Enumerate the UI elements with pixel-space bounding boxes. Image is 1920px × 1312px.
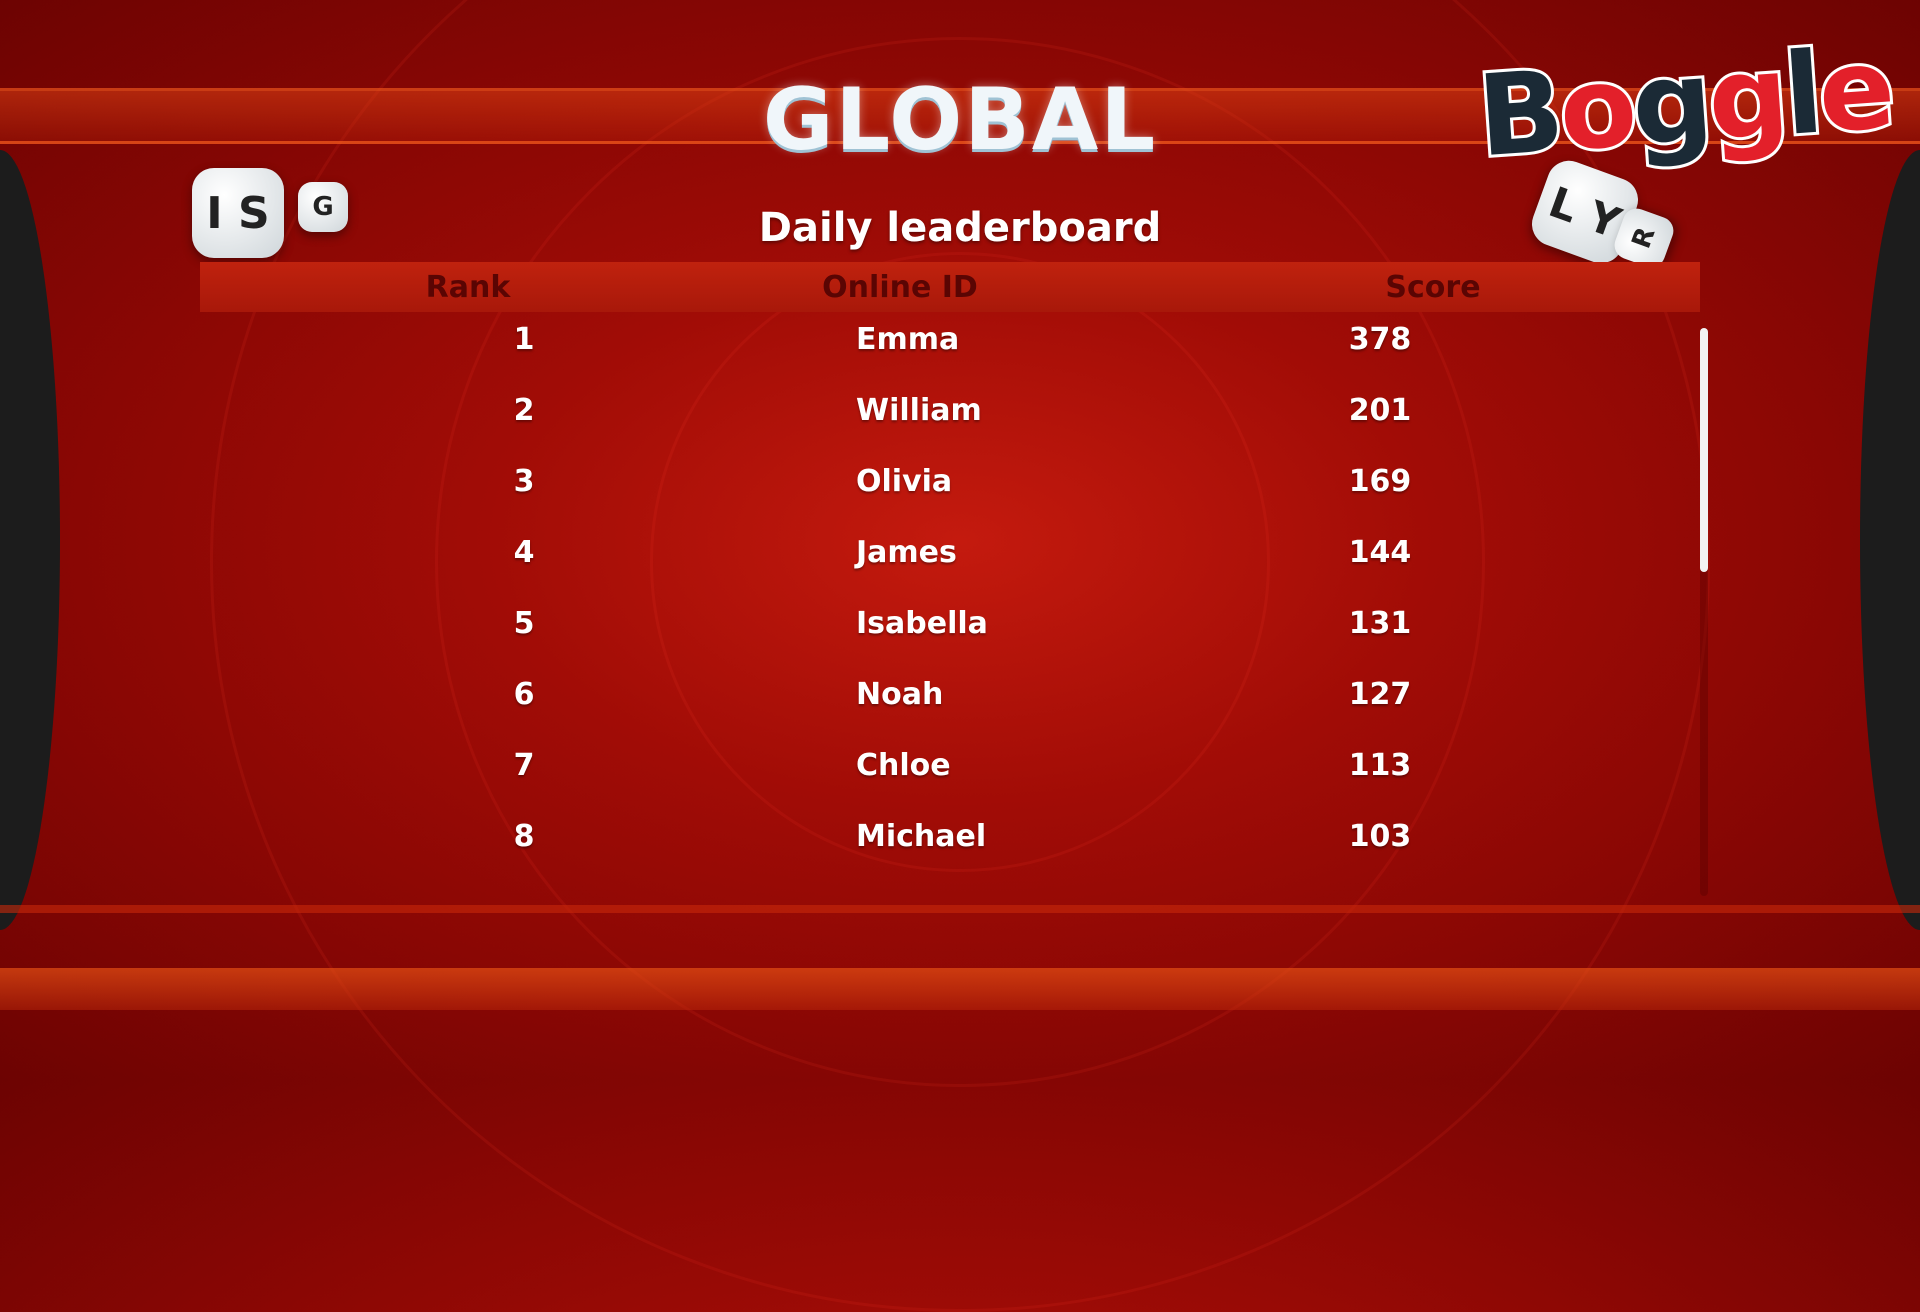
online-id-cell: Isabella	[856, 606, 988, 641]
score-cell: 127	[1348, 677, 1412, 712]
score-cell: 169	[1348, 464, 1412, 499]
table-header: Rank Online ID Score	[200, 262, 1700, 312]
rank-cell: 4	[513, 535, 535, 570]
table-row[interactable]: 6 Noah 127	[0, 677, 1920, 737]
column-header-score: Score	[1385, 270, 1481, 305]
rank-cell: 7	[513, 748, 535, 783]
score-cell: 144	[1348, 535, 1412, 570]
online-id-cell: William	[856, 393, 982, 428]
dice-icon: G	[298, 182, 348, 232]
dice-icon: I S	[192, 168, 284, 258]
online-id-cell: Noah	[856, 677, 944, 712]
bg-ring	[650, 251, 1270, 872]
online-id-cell: Olivia	[856, 464, 953, 499]
online-id-cell: James	[856, 535, 957, 570]
rank-cell: 6	[513, 677, 535, 712]
table-row[interactable]: 5 Isabella 131	[0, 606, 1920, 666]
scrollbar-thumb[interactable]	[1700, 328, 1708, 572]
table-row[interactable]: 2 William 201	[0, 393, 1920, 453]
online-id-cell: Emma	[856, 322, 960, 357]
title-band	[0, 88, 1920, 144]
online-id-cell: Michael	[856, 819, 987, 854]
rank-cell: 3	[513, 464, 535, 499]
score-cell: 131	[1348, 606, 1412, 641]
column-header-rank: Rank	[425, 270, 511, 305]
page-title: GLOBAL	[762, 70, 1158, 170]
footer-band	[0, 968, 1920, 1010]
table-row[interactable]: 7 Chloe 113	[0, 748, 1920, 808]
rank-cell: 2	[513, 393, 535, 428]
score-cell: 378	[1348, 322, 1412, 357]
scrollbar-track[interactable]	[1700, 328, 1708, 896]
table-row[interactable]: 4 James 144	[0, 535, 1920, 595]
online-id-cell: Chloe	[856, 748, 951, 783]
table-row[interactable]: 1 Emma 378	[0, 322, 1920, 382]
footer-band	[0, 905, 1920, 913]
score-cell: 113	[1348, 748, 1412, 783]
table-row[interactable]: 3 Olivia 169	[0, 464, 1920, 524]
table-row[interactable]: 8 Michael 103	[0, 819, 1920, 879]
rank-cell: 8	[513, 819, 535, 854]
score-cell: 103	[1348, 819, 1412, 854]
column-header-online-id: Online ID	[822, 270, 978, 305]
rank-cell: 1	[513, 322, 535, 357]
leaderboard-subtitle: Daily leaderboard	[758, 205, 1162, 251]
score-cell: 201	[1348, 393, 1412, 428]
rank-cell: 5	[513, 606, 535, 641]
